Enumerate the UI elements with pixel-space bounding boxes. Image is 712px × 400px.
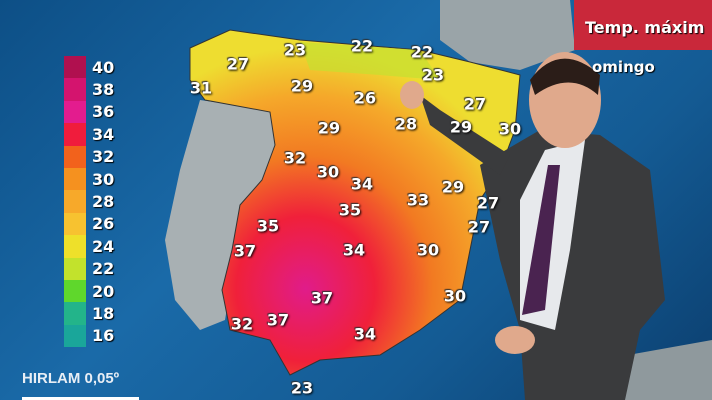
map-temp-label: 29: [449, 117, 473, 137]
legend-item: 22: [64, 257, 124, 280]
legend-label: 34: [92, 124, 115, 144]
legend-item: 32: [64, 145, 124, 168]
legend-label: 30: [92, 169, 115, 189]
day-label: omingo: [592, 58, 655, 76]
presenter-tie: [522, 165, 560, 315]
map-temp-label: 30: [416, 240, 440, 260]
legend-label: 36: [92, 102, 115, 122]
legend-swatch: [64, 78, 86, 101]
legend-item: 34: [64, 123, 124, 146]
map-temp-label: 29: [290, 76, 314, 96]
map-temp-label: 30: [316, 162, 340, 182]
map-temp-label: 32: [283, 148, 307, 168]
legend-item: 30: [64, 167, 124, 191]
legend-item: 36: [64, 100, 124, 124]
legend-label: 16: [92, 326, 115, 346]
legend-label: 22: [92, 259, 115, 279]
legend-swatch: [64, 235, 86, 258]
legend-item: 28: [64, 190, 124, 213]
legend-swatch: [64, 324, 86, 348]
legend-swatch: [64, 56, 86, 79]
map-temp-label: 28: [394, 114, 418, 134]
presenter-hand: [400, 81, 424, 109]
legend-label: 40: [92, 57, 115, 77]
legend-item: 40: [64, 56, 124, 79]
legend-item: 18: [64, 302, 124, 325]
legend-swatch: [64, 302, 86, 325]
legend-label: 18: [92, 303, 115, 323]
legend-label: 38: [92, 80, 115, 100]
map-temp-label: 37: [266, 310, 290, 330]
presenter-hand-left: [495, 326, 535, 354]
legend-item: 26: [64, 212, 124, 236]
north-coast-band: [300, 42, 440, 80]
presenter-arm: [420, 95, 510, 175]
map-temp-label: 37: [310, 288, 334, 308]
legend-item: 24: [64, 235, 124, 258]
model-label: HIRLAM 0,05º: [22, 370, 120, 387]
map-temp-label: 23: [421, 65, 445, 85]
map-temp-label: 30: [443, 286, 467, 306]
legend-swatch: [64, 257, 86, 280]
legend-label: 28: [92, 192, 115, 212]
map-temp-label: 30: [498, 119, 522, 139]
legend-swatch: [64, 190, 86, 213]
legend-label: 26: [92, 214, 115, 234]
map-temp-label: 22: [410, 42, 434, 62]
legend-swatch: [64, 279, 86, 303]
legend-item: 20: [64, 279, 124, 303]
map-temp-label: 34: [350, 174, 374, 194]
map-temp-label: 23: [290, 378, 314, 398]
legend-item: 16: [64, 324, 124, 348]
map-temp-label: 27: [226, 54, 250, 74]
map-temp-label: 34: [342, 240, 366, 260]
map-temp-label: 29: [317, 118, 341, 138]
map-temp-label: 27: [467, 217, 491, 237]
map-temp-label: 34: [353, 324, 377, 344]
map-temp-label: 35: [338, 200, 362, 220]
model-underline: [22, 397, 139, 400]
map-temp-label: 32: [230, 314, 254, 334]
temperature-legend: 40 38 36 34 32 30 28 26 24 22 20 18 16: [64, 56, 124, 348]
map-temp-label: 35: [256, 216, 280, 236]
legend-swatch: [64, 123, 86, 146]
legend-swatch: [64, 145, 86, 168]
legend-item: 38: [64, 78, 124, 101]
map-temp-label: 37: [233, 241, 257, 261]
legend-swatch: [64, 167, 86, 191]
map-temp-label: 33: [406, 190, 430, 210]
title-banner: [574, 0, 712, 50]
legend-label: 20: [92, 281, 115, 301]
legend-label: 32: [92, 147, 115, 167]
map-temp-label: 27: [476, 193, 500, 213]
map-temp-label: 26: [353, 88, 377, 108]
france-land: [440, 0, 575, 70]
legend-swatch: [64, 212, 86, 236]
map-temp-label: 22: [350, 36, 374, 56]
legend-swatch: [64, 100, 86, 124]
portugal-land: [165, 100, 280, 330]
map-temp-label: 29: [441, 177, 465, 197]
map-temp-label: 27: [463, 94, 487, 114]
presenter-hair: [530, 58, 600, 95]
map-temp-label: 31: [189, 78, 213, 98]
title-text: Temp. máxim: [585, 18, 705, 37]
legend-label: 24: [92, 236, 115, 256]
map-temp-label: 23: [283, 40, 307, 60]
